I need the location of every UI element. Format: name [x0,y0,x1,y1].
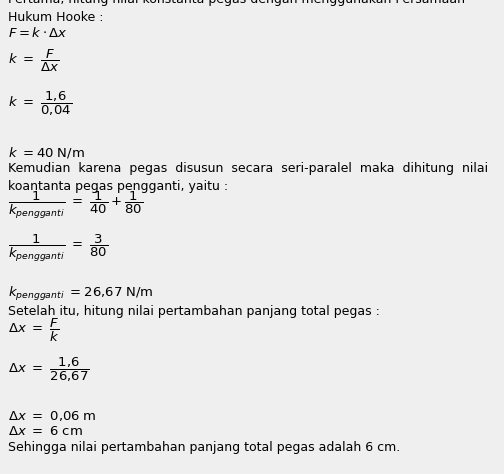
Text: $k \ = 40 \;\mathrm{N/m}$: $k \ = 40 \;\mathrm{N/m}$ [8,145,85,160]
Text: $k \ = \ \dfrac{F}{\Delta x}$: $k \ = \ \dfrac{F}{\Delta x}$ [8,48,59,74]
Text: $k \ = \ \dfrac{1{,}6}{0{,}04}$: $k \ = \ \dfrac{1{,}6}{0{,}04}$ [8,90,72,118]
Text: $\dfrac{1}{k_{\mathit{pengganti}}} \ = \ \dfrac{1}{40} + \dfrac{1}{80}$: $\dfrac{1}{k_{\mathit{pengganti}}} \ = \… [8,190,143,221]
Text: Kemudian  karena  pegas  disusun  secara  seri-paralel  maka  dihitung  nilai: Kemudian karena pegas disusun secara ser… [8,162,488,175]
Text: Sehingga nilai pertambahan panjang total pegas adalah 6 cm.: Sehingga nilai pertambahan panjang total… [8,441,400,454]
Text: $k_{\mathit{pengganti}} \ = 26{,}67 \;\mathrm{N/m}$: $k_{\mathit{pengganti}} \ = 26{,}67 \;\m… [8,285,153,303]
Text: $\Delta x \ = \ \dfrac{1{,}6}{26{,}67}$: $\Delta x \ = \ \dfrac{1{,}6}{26{,}67}$ [8,356,90,384]
Text: $\Delta x \ = \ 0{,}06 \;\mathrm{m}$: $\Delta x \ = \ 0{,}06 \;\mathrm{m}$ [8,409,97,423]
Text: koantanta pegas pengganti, yaitu :: koantanta pegas pengganti, yaitu : [8,180,228,193]
Text: $F = k \cdot \Delta x$: $F = k \cdot \Delta x$ [8,26,68,40]
Text: $\Delta x \ = \ \dfrac{F}{k}$: $\Delta x \ = \ \dfrac{F}{k}$ [8,317,60,344]
Text: Pertama, hitung nilai konstanta pegas dengan menggunakan Persamaan: Pertama, hitung nilai konstanta pegas de… [8,0,465,6]
Text: Setelah itu, hitung nilai pertambahan panjang total pegas :: Setelah itu, hitung nilai pertambahan pa… [8,305,380,318]
Text: $\dfrac{1}{k_{\mathit{pengganti}}} \ = \ \dfrac{3}{80}$: $\dfrac{1}{k_{\mathit{pengganti}}} \ = \… [8,233,108,264]
Text: Hukum Hooke :: Hukum Hooke : [8,11,103,24]
Text: $\Delta x \ = \ 6 \;\mathrm{cm}$: $\Delta x \ = \ 6 \;\mathrm{cm}$ [8,425,83,438]
